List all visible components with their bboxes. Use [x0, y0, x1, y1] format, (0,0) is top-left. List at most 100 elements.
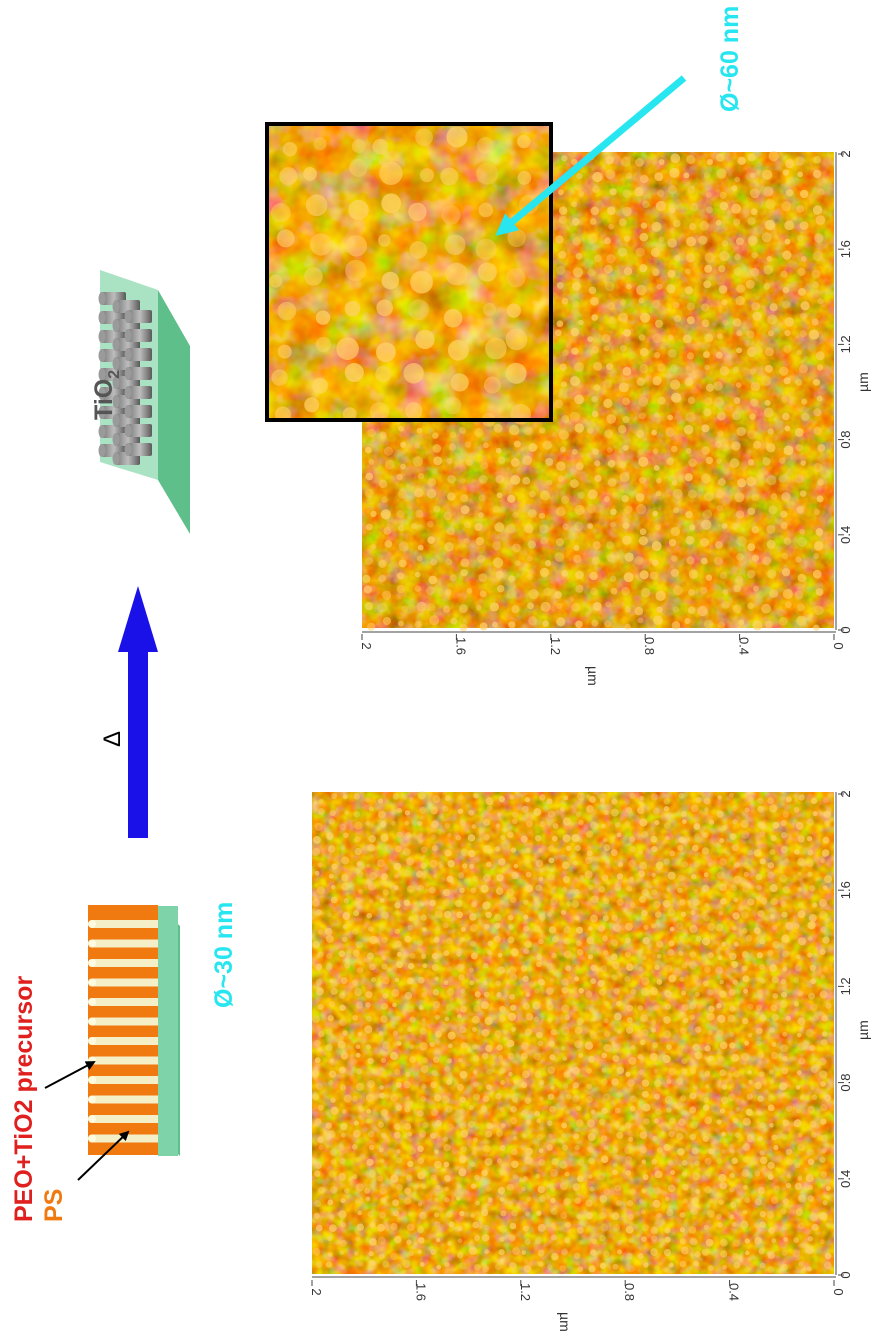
axis-tick-label: 0.4 — [838, 526, 853, 544]
peo-cylinder — [92, 1056, 158, 1065]
axis-tick-label: 1.6 — [838, 881, 853, 899]
tio2-pillar — [128, 348, 152, 361]
tio2-pillar-top — [112, 376, 120, 389]
axis-tick-label: 0 — [831, 642, 846, 649]
tio2-pillar-top — [112, 452, 120, 465]
axis-tick-label: 1.2 — [838, 335, 853, 353]
axis-tick-label: 2 — [838, 790, 853, 797]
ps-pointer-arrow — [77, 1130, 130, 1181]
tio2-pillar-top — [124, 348, 132, 361]
peo-cylinder — [92, 1017, 158, 1026]
axis-tick-label: 0.8 — [838, 431, 853, 449]
peo-cylinder-top — [88, 959, 96, 967]
tio2-pillar-top — [124, 443, 132, 456]
axis-tick-label: 0.8 — [838, 1074, 853, 1092]
peo-cylinder-top — [88, 939, 96, 948]
tio2-pillar — [128, 424, 152, 437]
axis-tick-label: 1.2 — [548, 637, 563, 655]
peo-cylinder — [92, 1095, 158, 1104]
peo-cylinder-top — [88, 978, 96, 987]
tio2-label: TiO2 — [90, 370, 123, 420]
tio2-pillar-top — [98, 387, 106, 400]
tio2-pillar-top — [112, 357, 120, 370]
blue-arrow-icon — [118, 586, 158, 838]
afm-small-x-unit: µm — [855, 1020, 871, 1040]
tio2-pillar-top — [98, 425, 106, 438]
tio2-pillar-top — [98, 311, 106, 324]
peo-cylinder-top — [88, 1115, 96, 1123]
tio2-pillar-top — [112, 414, 120, 427]
tio2-pillar — [128, 443, 152, 456]
tio2-pillar-top — [124, 310, 132, 323]
tio2-pillar-top — [112, 300, 120, 313]
tio2-pillar-top — [124, 367, 132, 380]
tio2-pillar-schematic — [98, 270, 190, 534]
peo-cylinder — [92, 920, 158, 928]
tio2-pillar — [128, 386, 152, 399]
tio2-pillar — [128, 310, 152, 323]
axis-tick-label: 0.8 — [622, 1283, 637, 1301]
axis-tick-label: 2 — [309, 1288, 324, 1295]
substrate-front — [158, 906, 178, 1156]
afm-large-y-unit: µm — [585, 666, 601, 686]
tio2-pillar-top — [98, 292, 106, 305]
ps-label: PS — [40, 1189, 68, 1222]
axis-tick-label: 1.6 — [413, 1283, 428, 1301]
tio2-pillar-top — [124, 386, 132, 399]
tio2-pillar-top — [98, 368, 106, 381]
tio2-pillar — [116, 300, 140, 313]
diameter-small-label: Ø~30 nm — [210, 902, 238, 1008]
afm-large-x-unit: µm — [855, 372, 871, 392]
axis-tick-label: 1.2 — [518, 1283, 533, 1301]
peo-cylinder — [92, 959, 158, 967]
tio2-pillar-top — [98, 444, 106, 457]
axis-tick-label: 0 — [831, 1288, 846, 1295]
axis-tick-label: 2 — [838, 150, 853, 157]
axis-tick-label: 0.8 — [642, 637, 657, 655]
tio2-pillar-top — [98, 330, 106, 343]
tio2-pillar-top — [98, 406, 106, 419]
diameter-large-label: Ø~60 nm — [716, 6, 744, 112]
peo-cylinder-top — [88, 1037, 96, 1045]
axis-tick-label: 0.4 — [727, 1283, 742, 1301]
peo-cylinder — [92, 978, 158, 987]
tio2-substrate-side — [158, 290, 190, 534]
tio2-pillar — [128, 367, 152, 380]
axis-tick-label: 0.4 — [737, 637, 752, 655]
bcp-film-schematic — [88, 905, 180, 1156]
afm-large-y-axis: 0 0.4 0.8 1.2 1.6 2 µm — [359, 631, 846, 686]
tio2-pillar-top — [112, 319, 120, 332]
cyan-pointer-arrow-icon — [495, 75, 687, 236]
tio2-pillar-top — [112, 395, 120, 408]
afm-image-small — [311, 791, 834, 1274]
axis-tick-label: 0 — [838, 626, 853, 633]
peo-cylinder — [92, 1076, 158, 1084]
afm-large-x-axis: 0 0.4 0.8 1.2 1.6 2 µm — [835, 150, 871, 634]
axis-tick-label: 2 — [359, 642, 374, 649]
tio2-pillar-top — [112, 433, 120, 446]
tio2-pillar — [128, 329, 152, 342]
tio2-pillar-top — [124, 405, 132, 418]
peo-cylinder-top — [88, 998, 96, 1006]
tio2-pillar — [128, 405, 152, 418]
axis-tick-label: 0.4 — [838, 1170, 853, 1188]
tio2-pillar-top — [98, 349, 106, 362]
peo-cylinder — [92, 998, 158, 1006]
afm-zoom-inset — [265, 122, 553, 427]
axis-tick-label: 1.6 — [838, 240, 853, 258]
afm-small-y-unit: µm — [557, 1312, 573, 1332]
peo-cylinder-top — [88, 1076, 96, 1084]
peo-cylinder — [92, 939, 158, 948]
peo-pointer-arrow — [44, 1061, 96, 1089]
peo-precursor-label: PEO+TiO2 precursor — [10, 976, 38, 1222]
tio2-pillar-top — [112, 338, 120, 351]
afm-small-y-axis: 0 0.4 0.8 1.2 1.6 2 µm — [309, 1276, 846, 1332]
axis-tick-label: 1.2 — [838, 977, 853, 995]
peo-cylinder-top — [88, 1017, 96, 1026]
peo-cylinder — [92, 1037, 158, 1045]
afm-small-x-axis: 0 0.4 0.8 1.2 1.6 2 µm — [835, 790, 871, 1279]
tio2-pillar-top — [124, 424, 132, 437]
axis-tick-label: 0 — [838, 1271, 853, 1278]
peo-cylinder-top — [88, 1095, 96, 1104]
